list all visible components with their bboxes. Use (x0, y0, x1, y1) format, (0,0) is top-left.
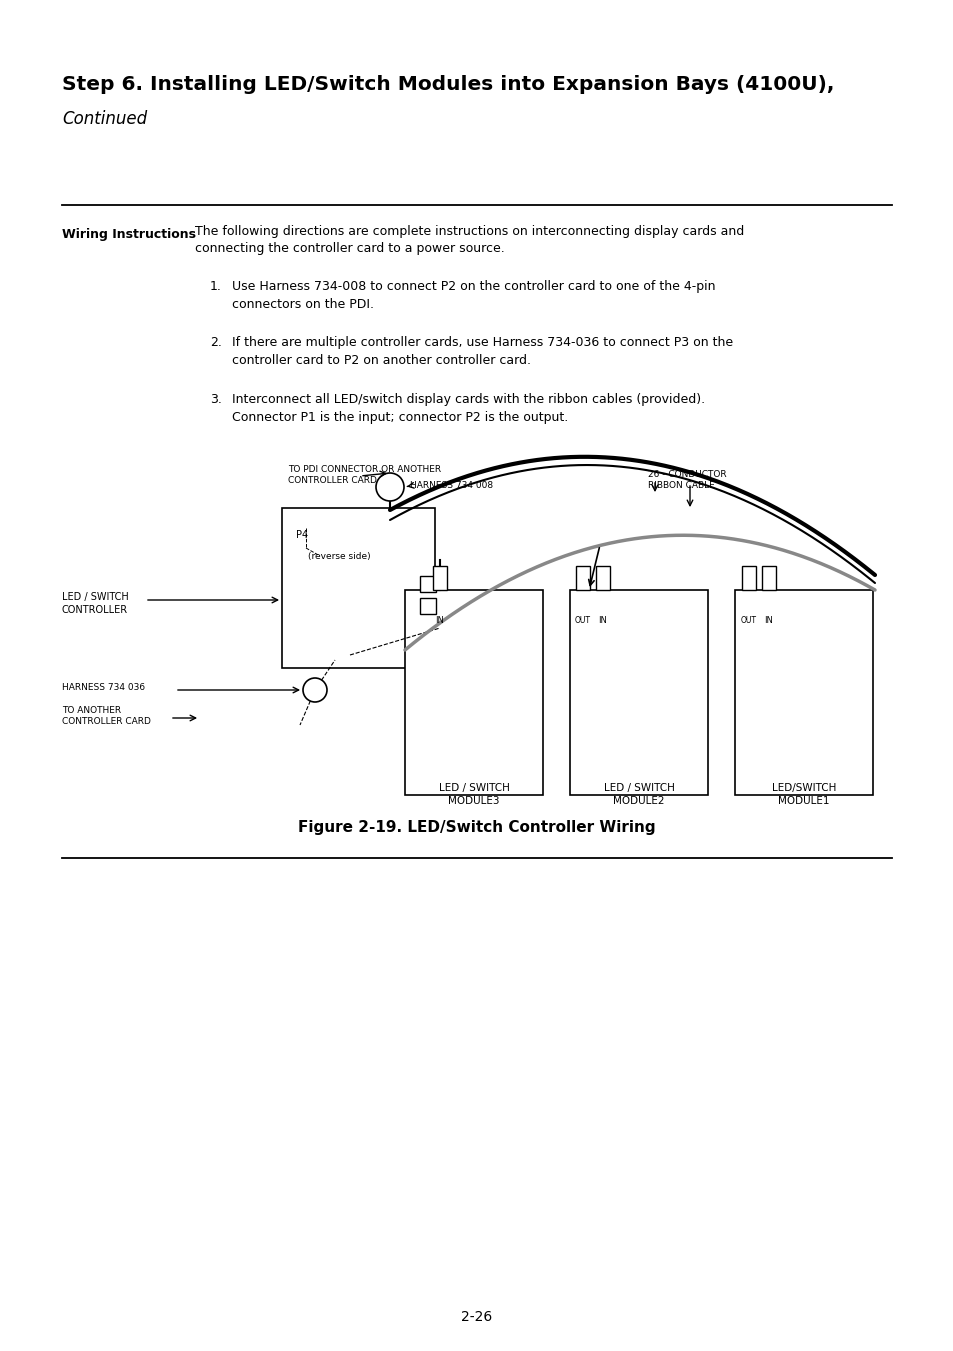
Text: Continued: Continued (62, 109, 147, 128)
Text: Figure 2-19. LED/Switch Controller Wiring: Figure 2-19. LED/Switch Controller Wirin… (298, 820, 655, 835)
Bar (761, 566, 775, 590)
Text: OUT: OUT (575, 616, 590, 626)
Text: LED/SWITCH
MODULE1: LED/SWITCH MODULE1 (771, 784, 836, 807)
Text: (reverse side): (reverse side) (308, 553, 370, 561)
Text: 1.: 1. (210, 280, 222, 293)
Text: IN: IN (763, 616, 773, 626)
Bar (282, 508, 435, 667)
Bar (596, 566, 609, 590)
Text: Use Harness 734-008 to connect P2 on the controller card to one of the 4-pin
con: Use Harness 734-008 to connect P2 on the… (232, 280, 715, 311)
Text: 2-26: 2-26 (461, 1310, 492, 1324)
Text: connecting the controller card to a power source.: connecting the controller card to a powe… (194, 242, 504, 255)
Bar (741, 566, 755, 590)
Bar (419, 598, 436, 613)
Bar (734, 590, 872, 794)
Text: P4: P4 (295, 530, 308, 540)
Text: TO PDI CONNECTOR OR ANOTHER
CONTROLLER CARD: TO PDI CONNECTOR OR ANOTHER CONTROLLER C… (288, 465, 440, 485)
Circle shape (375, 473, 403, 501)
Text: IN: IN (598, 616, 607, 626)
Text: 3.: 3. (210, 393, 222, 407)
Bar (433, 566, 447, 590)
Bar (419, 576, 436, 592)
Text: The following directions are complete instructions on interconnecting display ca: The following directions are complete in… (194, 226, 743, 238)
Text: LED / SWITCH
MODULE3: LED / SWITCH MODULE3 (438, 784, 509, 807)
Bar (405, 590, 542, 794)
Text: LED / SWITCH
MODULE2: LED / SWITCH MODULE2 (603, 784, 674, 807)
Text: 2.: 2. (210, 336, 222, 349)
Text: If there are multiple controller cards, use Harness 734-036 to connect P3 on the: If there are multiple controller cards, … (232, 336, 732, 367)
Text: Wiring Instructions: Wiring Instructions (62, 228, 195, 240)
Text: Step 6. Installing LED/Switch Modules into Expansion Bays (4100U),: Step 6. Installing LED/Switch Modules in… (62, 76, 834, 95)
Text: IN: IN (436, 616, 444, 626)
Bar (576, 566, 589, 590)
Text: OUT: OUT (740, 616, 757, 626)
Text: LED / SWITCH
CONTROLLER: LED / SWITCH CONTROLLER (62, 592, 129, 615)
Text: Interconnect all LED/switch display cards with the ribbon cables (provided).
Con: Interconnect all LED/switch display card… (232, 393, 704, 424)
Text: TO ANOTHER
CONTROLLER CARD: TO ANOTHER CONTROLLER CARD (62, 707, 151, 725)
Text: HARNESS 734 036: HARNESS 734 036 (62, 684, 145, 693)
Circle shape (303, 678, 327, 703)
Bar (569, 590, 707, 794)
Text: 26 - CONDUCTOR
RIBBON CABLE: 26 - CONDUCTOR RIBBON CABLE (647, 470, 726, 490)
Text: HARNESS 734 008: HARNESS 734 008 (410, 481, 493, 490)
